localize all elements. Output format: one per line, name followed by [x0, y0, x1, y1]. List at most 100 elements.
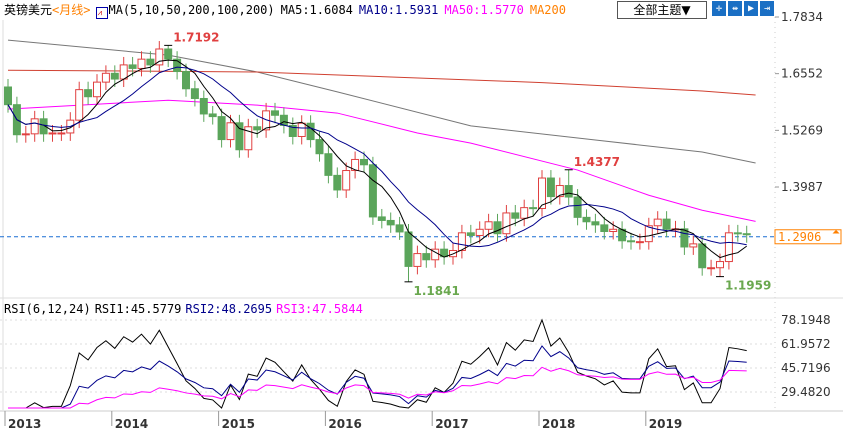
- candle-up: [93, 74, 101, 105]
- candle-body: [644, 225, 653, 243]
- candle-body: [190, 88, 199, 99]
- rsi24-line: [8, 366, 747, 409]
- candle-body: [742, 233, 751, 236]
- candle-down: [288, 117, 297, 145]
- candle-up: [689, 235, 698, 255]
- candle-body: [627, 240, 635, 243]
- candle-down: [84, 81, 93, 105]
- candle-body: [271, 110, 279, 116]
- candle-down: [4, 79, 12, 113]
- candle-body: [582, 216, 591, 223]
- candle-up: [75, 81, 84, 129]
- candle-down: [271, 102, 279, 124]
- candle-body: [288, 124, 297, 137]
- candle-body: [119, 64, 128, 80]
- candle-body: [707, 267, 716, 270]
- last-price-label: 1.2906: [778, 230, 821, 244]
- candle-body: [573, 196, 582, 218]
- candle-up: [413, 245, 422, 275]
- ma-line-ma50: [7, 99, 756, 222]
- rsi1-value: RSI1:45.5779: [94, 302, 182, 316]
- candle-up: [707, 259, 716, 276]
- candle-up: [119, 56, 128, 87]
- ma-line-ma100: [7, 39, 756, 164]
- candle-body: [306, 122, 315, 141]
- ma-indicator-icon[interactable]: ⩘: [96, 7, 109, 19]
- candle-down: [360, 151, 368, 173]
- candle-body: [377, 216, 386, 221]
- candle-up: [484, 213, 493, 238]
- crosshair-icon[interactable]: ✛: [712, 1, 726, 16]
- rsi-tick-label: 45.7196: [781, 361, 831, 375]
- candle-body: [324, 153, 333, 176]
- rsi-tick-label: 61.9572: [781, 337, 831, 351]
- ma50-value: MA50:1.5770: [444, 3, 524, 17]
- candle-body: [351, 158, 360, 172]
- candle-down: [582, 209, 591, 230]
- x-tick-label: 2017: [435, 417, 468, 431]
- candle-down: [440, 241, 449, 265]
- y-tick-label: 1.3987: [781, 180, 823, 194]
- x-tick-label: 2016: [328, 417, 361, 431]
- candle-body: [493, 221, 502, 235]
- candle-down: [600, 216, 609, 240]
- candle-body: [128, 64, 137, 69]
- candle-down: [146, 51, 155, 73]
- candle-body: [342, 170, 351, 191]
- candle-body: [315, 139, 324, 155]
- candle-up: [431, 241, 440, 268]
- candle-body: [635, 241, 644, 244]
- candle-body: [502, 212, 511, 235]
- candle-down: [110, 65, 119, 87]
- candle-body: [662, 218, 671, 230]
- candle-body: [110, 72, 119, 80]
- candle-down: [662, 211, 671, 238]
- candle-down: [680, 220, 689, 255]
- x-tick-label: 2013: [8, 417, 41, 431]
- candle-up: [297, 115, 306, 145]
- candle-up: [644, 217, 653, 250]
- candle-up: [653, 211, 662, 234]
- candle-body: [146, 58, 155, 66]
- candle-body: [57, 132, 66, 135]
- candle-up: [520, 199, 529, 227]
- symbol-name: 英镑美元: [4, 3, 53, 17]
- candle-up: [502, 204, 511, 242]
- candle-body: [244, 126, 253, 151]
- candle-down: [199, 90, 208, 122]
- candle-up: [457, 224, 466, 259]
- candle-body: [368, 164, 377, 218]
- candle-down: [208, 105, 217, 125]
- candle-body: [164, 48, 173, 60]
- y-tick-label: 1.5269: [781, 123, 823, 137]
- period-selector[interactable]: <月线>: [52, 3, 91, 17]
- x-tick-label: 2018: [542, 417, 575, 431]
- candle-up: [155, 41, 164, 73]
- candle-down: [493, 213, 502, 242]
- exit-icon[interactable]: ⇥: [760, 1, 774, 16]
- candle-down: [306, 115, 315, 148]
- play-icon[interactable]: ▶: [744, 1, 758, 16]
- candle-down: [564, 169, 573, 205]
- chart-header: 英镑美元<月线> ⩘ MA(5,10,50,200,100,200) MA5:1.60…: [4, 1, 572, 19]
- fit-icon[interactable]: ⇹: [728, 1, 742, 16]
- candle-down: [546, 170, 555, 205]
- candle-body: [653, 218, 662, 227]
- candle-body: [475, 228, 484, 236]
- candle-body: [48, 132, 57, 135]
- candle-down: [235, 114, 244, 158]
- candle-body: [297, 122, 306, 137]
- rsi6-line: [8, 318, 747, 409]
- rsi-params: RSI(6,12,24): [4, 302, 91, 316]
- candle-body: [413, 253, 422, 267]
- candle-body: [538, 177, 546, 210]
- candle-body: [217, 116, 226, 141]
- extreme-label: 1.4377: [574, 155, 620, 169]
- extreme-label: 1.1841: [414, 284, 460, 298]
- candle-body: [698, 243, 707, 269]
- candle-down: [591, 213, 600, 233]
- theme-dropdown[interactable]: 全部主题▼: [617, 1, 707, 19]
- candle-body: [511, 212, 520, 219]
- candle-down: [618, 221, 627, 249]
